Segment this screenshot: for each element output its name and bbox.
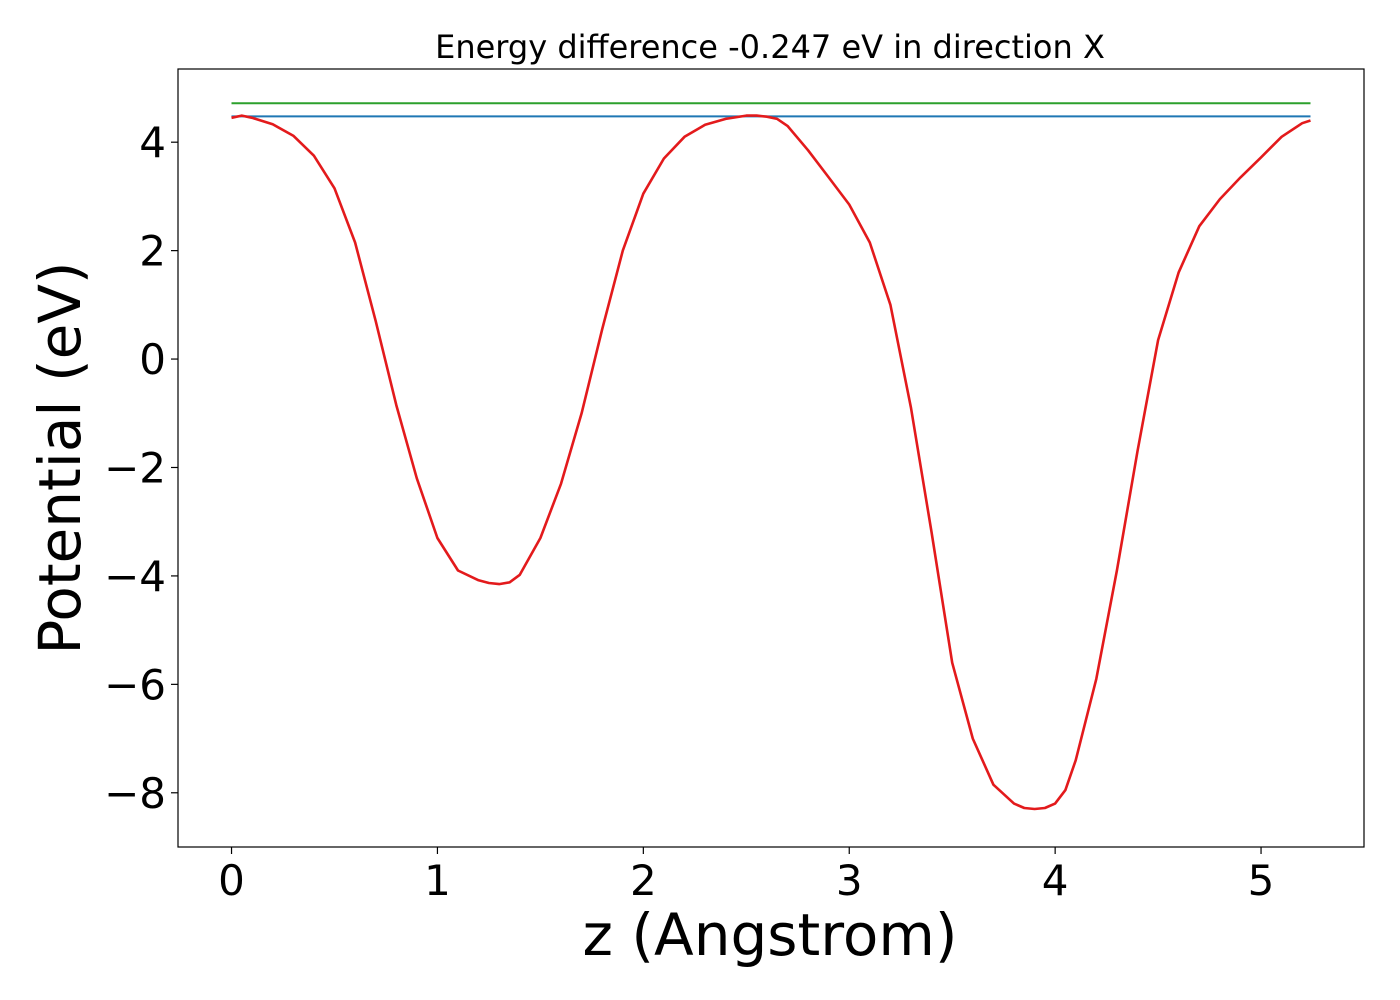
plot-frame	[177, 68, 1365, 848]
x-axis-label: z (Angstrom)	[583, 901, 958, 969]
y-tick-label: 2	[139, 227, 166, 276]
x-axis: 0 1 2 3 4 5	[218, 847, 1274, 905]
x-tick-label: 2	[630, 856, 657, 905]
y-tick-label: −4	[104, 552, 166, 601]
y-tick-label: 4	[139, 118, 166, 167]
x-tick-label: 4	[1042, 856, 1069, 905]
x-tick-label: 0	[218, 856, 245, 905]
y-tick-label: −2	[104, 443, 166, 492]
series-layer	[231, 102, 1311, 811]
x-tick-label: 5	[1248, 856, 1275, 905]
x-tick-label: 3	[836, 856, 863, 905]
y-axis-label: Potential (eV)	[26, 261, 94, 654]
x-tick-label: 1	[424, 856, 451, 905]
chart-title: Energy difference -0.247 eV in direction…	[435, 28, 1105, 66]
y-axis: 4 2 0 −2 −4 −6 −8	[104, 118, 178, 818]
y-tick-label: −8	[104, 769, 166, 818]
y-tick-label: 0	[139, 335, 166, 384]
y-tick-label: −6	[104, 660, 166, 709]
series-line-3	[231, 114, 1311, 811]
